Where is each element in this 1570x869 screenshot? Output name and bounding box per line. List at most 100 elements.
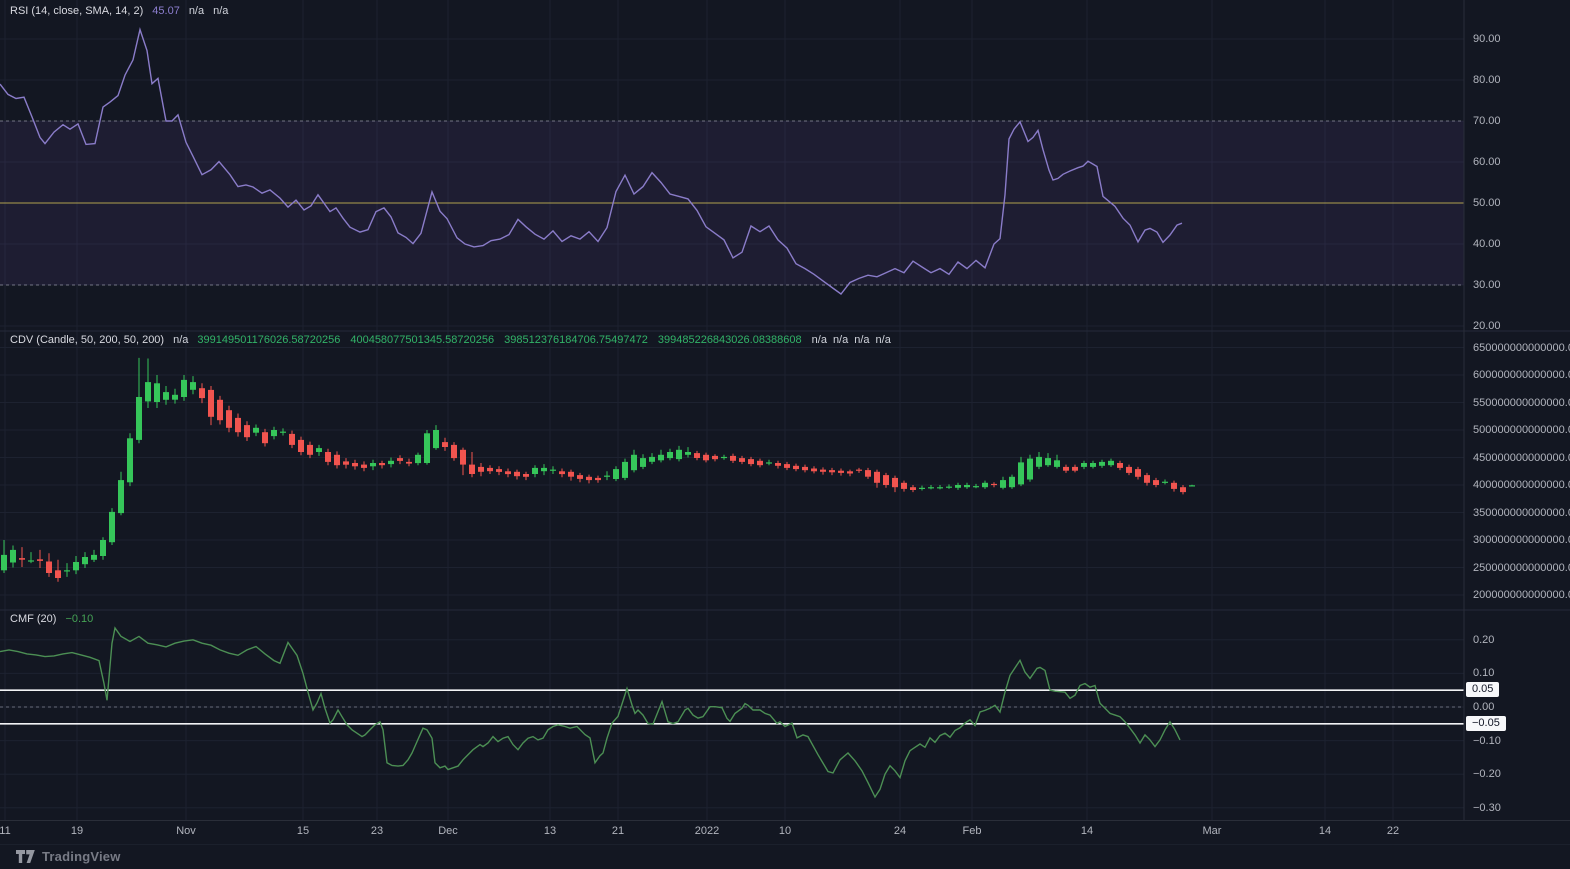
candle-body xyxy=(406,461,412,464)
candle-body xyxy=(901,482,907,489)
candle-body xyxy=(1099,461,1105,466)
candle-body xyxy=(811,468,817,472)
price-tick-label: 20.00 xyxy=(1473,320,1501,332)
candle-body xyxy=(172,394,178,400)
rsi-series[interactable] xyxy=(0,27,1183,295)
price-tick-label: 550000000000000.00 xyxy=(1473,397,1570,409)
candle-body xyxy=(1009,476,1015,488)
price-tick-label: 200000000000000.00 xyxy=(1473,589,1570,601)
candle-body xyxy=(244,425,250,438)
candle-body xyxy=(820,469,826,472)
chart-plot-area[interactable] xyxy=(0,0,1570,820)
candle-body xyxy=(316,448,322,452)
candle-body xyxy=(1126,466,1132,473)
candle-body xyxy=(685,452,691,455)
rsi-legend-na-2: n/a xyxy=(213,5,229,17)
price-tick-label: 60.00 xyxy=(1473,156,1501,168)
price-tick-label: −0.20 xyxy=(1473,768,1501,780)
candle-body xyxy=(253,427,259,433)
time-axis[interactable]: 11 19 Nov 15 23 Dec 13 21 2022 10 24 Feb 14 Mar 14 22 xyxy=(0,820,1570,845)
candle-body xyxy=(766,462,772,464)
candle-body xyxy=(1108,460,1114,466)
candle-body xyxy=(937,487,943,489)
candle-body xyxy=(829,470,835,473)
candle-body xyxy=(658,454,664,461)
rsi-legend-value: 45.07 xyxy=(152,5,180,17)
candle-body xyxy=(370,463,376,467)
candle-body xyxy=(469,464,475,474)
cdv-series[interactable] xyxy=(1,357,1195,582)
candle-body xyxy=(514,471,520,477)
candle-body xyxy=(838,470,844,473)
candle-body xyxy=(505,471,511,475)
candle-body xyxy=(379,463,385,466)
candle-body xyxy=(919,487,925,489)
candle-body xyxy=(271,430,277,437)
candle-body xyxy=(550,469,556,471)
candle-body xyxy=(775,463,781,466)
candle-body xyxy=(10,549,16,563)
candle-body xyxy=(541,467,547,472)
tradingview-logo-text: TradingView xyxy=(42,849,121,864)
time-tick-label: 15 xyxy=(296,825,310,837)
candle-body xyxy=(982,482,988,488)
candle-body xyxy=(1027,458,1033,480)
cdv-legend-na: n/a xyxy=(854,334,870,346)
candle-body xyxy=(64,570,70,572)
rsi-legend[interactable]: RSI (14, close, SMA, 14, 2) 45.07 n/a n/a xyxy=(10,5,237,17)
candle-body xyxy=(451,444,457,459)
candle-body xyxy=(307,444,313,455)
cmf-series[interactable] xyxy=(0,626,1181,799)
cmf-line xyxy=(0,626,1181,799)
candle-body xyxy=(361,464,367,468)
candle-body xyxy=(334,454,340,466)
candle-body xyxy=(856,469,862,471)
candle-body xyxy=(757,460,763,466)
candle-body xyxy=(928,487,934,489)
candle-body xyxy=(28,560,34,562)
tradingview-logo[interactable]: TradingView xyxy=(16,849,121,864)
price-tick-label: 500000000000000.00 xyxy=(1473,424,1570,436)
cdv-legend-ohlc-value: 400458077501345.58720256 xyxy=(350,334,495,346)
candle-body xyxy=(181,379,187,397)
candle-body xyxy=(874,471,880,483)
cmf-legend-title: CMF (20) xyxy=(10,613,57,625)
candle-body xyxy=(1135,469,1141,477)
rsi-legend-na-1: n/a xyxy=(188,5,205,17)
price-tick-label: 80.00 xyxy=(1473,74,1501,86)
candle-body xyxy=(1036,456,1042,467)
candle-body xyxy=(604,475,610,477)
candle-body xyxy=(1045,458,1051,466)
candle-body xyxy=(586,476,592,481)
candle-body xyxy=(1063,466,1069,471)
cmf-legend[interactable]: CMF (20) −0.10 xyxy=(10,613,102,625)
price-axis[interactable]: 90.00 80.00 70.00 60.00 50.00 40.00 30.00 20.00… xyxy=(0,0,1570,820)
candle-body xyxy=(1171,482,1177,489)
candle-body xyxy=(640,458,646,467)
candle-body xyxy=(91,554,97,560)
candle-body xyxy=(595,477,601,481)
candle-body xyxy=(712,455,718,460)
candle-body xyxy=(892,477,898,488)
candle-body xyxy=(127,438,133,483)
candle-body xyxy=(784,464,790,468)
candle-body xyxy=(496,469,502,472)
price-tick-label: 600000000000000.00 xyxy=(1473,369,1570,381)
cdv-legend[interactable]: CDV (Candle, 50, 200, 50, 200) n/a 3991495… xyxy=(10,334,906,346)
candle-body xyxy=(1162,481,1168,483)
time-tick-label: 23 xyxy=(370,825,384,837)
cmf-legend-value: −0.10 xyxy=(65,613,94,625)
candle-body xyxy=(739,458,745,462)
price-tick-label: 50.00 xyxy=(1473,197,1501,209)
candle-body xyxy=(1,554,7,571)
price-tick-label: −0.30 xyxy=(1473,802,1501,814)
candle-body xyxy=(163,392,169,400)
price-tick-label: 30.00 xyxy=(1473,279,1501,291)
candle-body xyxy=(37,559,43,561)
candle-body xyxy=(847,471,853,474)
tradingview-logo-icon xyxy=(16,849,35,863)
candle-body xyxy=(145,382,151,402)
candle-body xyxy=(460,449,466,465)
candle-body xyxy=(946,486,952,488)
